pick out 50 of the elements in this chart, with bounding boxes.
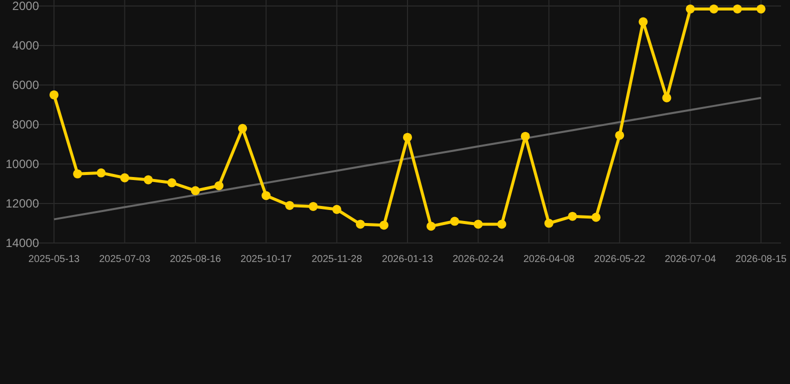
x-tick-label: 2026-07-04 <box>664 254 716 266</box>
point <box>238 124 248 133</box>
point <box>474 220 483 229</box>
x-tick-label: 2026-02-24 <box>452 254 504 266</box>
point <box>756 4 766 14</box>
line-series <box>53 96 762 220</box>
point <box>520 132 530 141</box>
point <box>190 186 200 196</box>
point <box>638 17 648 26</box>
y-tick-label: 2000 <box>12 0 40 13</box>
y-tick-label: 12000 <box>6 196 40 210</box>
point <box>732 4 742 14</box>
point <box>285 200 294 210</box>
x-tick-label: 2026-04-08 <box>523 254 575 266</box>
y-tick-label: 4000 <box>12 38 40 52</box>
point <box>497 220 506 229</box>
point <box>167 178 176 188</box>
point <box>615 130 624 140</box>
point <box>96 168 106 178</box>
point <box>332 204 342 214</box>
y-tick-label: 14000 <box>6 236 40 250</box>
point <box>426 222 436 231</box>
point <box>662 93 672 102</box>
x-tick-label: 2025-07-03 <box>99 254 151 266</box>
point <box>592 212 601 222</box>
point <box>402 132 412 142</box>
x-tick-label: 2026-08-15 <box>735 254 788 266</box>
point <box>120 173 130 182</box>
point <box>214 181 224 190</box>
x-tick-label: 2025-05-13 <box>28 254 80 266</box>
x-tick-label: 2026-01-13 <box>382 254 434 266</box>
point <box>568 212 577 221</box>
y-tick-label: 8000 <box>12 117 40 132</box>
point <box>686 4 695 14</box>
x-tick-label: 2025-08-16 <box>170 254 222 266</box>
y-tick-label: 10000 <box>6 156 40 171</box>
point <box>356 220 365 229</box>
point <box>49 90 59 100</box>
point <box>144 175 153 184</box>
point <box>73 169 82 178</box>
point <box>450 216 460 226</box>
point <box>379 220 388 230</box>
point <box>308 202 318 211</box>
point <box>544 218 554 228</box>
point <box>262 191 271 200</box>
point <box>709 4 718 14</box>
y-tick-label: 6000 <box>12 78 40 92</box>
x-tick-label: 2025-10-17 <box>240 254 292 266</box>
x-tick-label: 2025-11-28 <box>312 254 362 266</box>
x-tick-label: 2026-05-22 <box>594 254 646 266</box>
